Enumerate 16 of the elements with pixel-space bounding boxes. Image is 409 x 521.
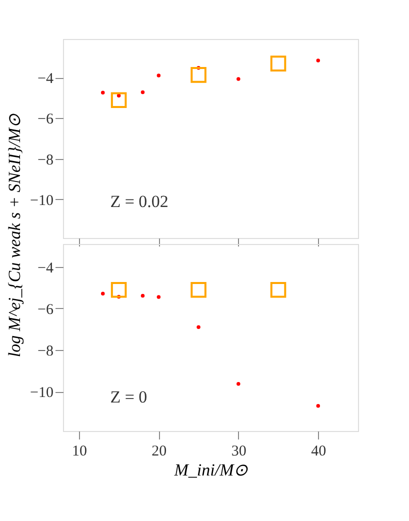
annotation: Z = 0 <box>110 387 148 406</box>
y-tick-label: −6 <box>38 112 54 128</box>
x-axis-title: M_ini/M⊙ <box>173 460 249 480</box>
y-tick-label: −4 <box>38 260 54 276</box>
x-tick-label: 20 <box>152 444 167 460</box>
y-tick-label: −8 <box>38 343 54 360</box>
y-tick-label: −10 <box>30 385 54 402</box>
y-axis-title: log M^ej_{Cu weak s + SNeII}/M⊙ <box>5 112 24 358</box>
y-tick-label: −4 <box>38 71 54 88</box>
y-tick-label: −6 <box>38 302 54 318</box>
y-tick-label: −8 <box>38 152 54 168</box>
x-tick-label: 30 <box>231 444 246 460</box>
annotation: Z = 0.02 <box>110 192 168 212</box>
x-tick-label: 40 <box>311 444 326 460</box>
y-tick-label: −10 <box>30 192 54 209</box>
x-tick-label: 10 <box>72 444 87 460</box>
